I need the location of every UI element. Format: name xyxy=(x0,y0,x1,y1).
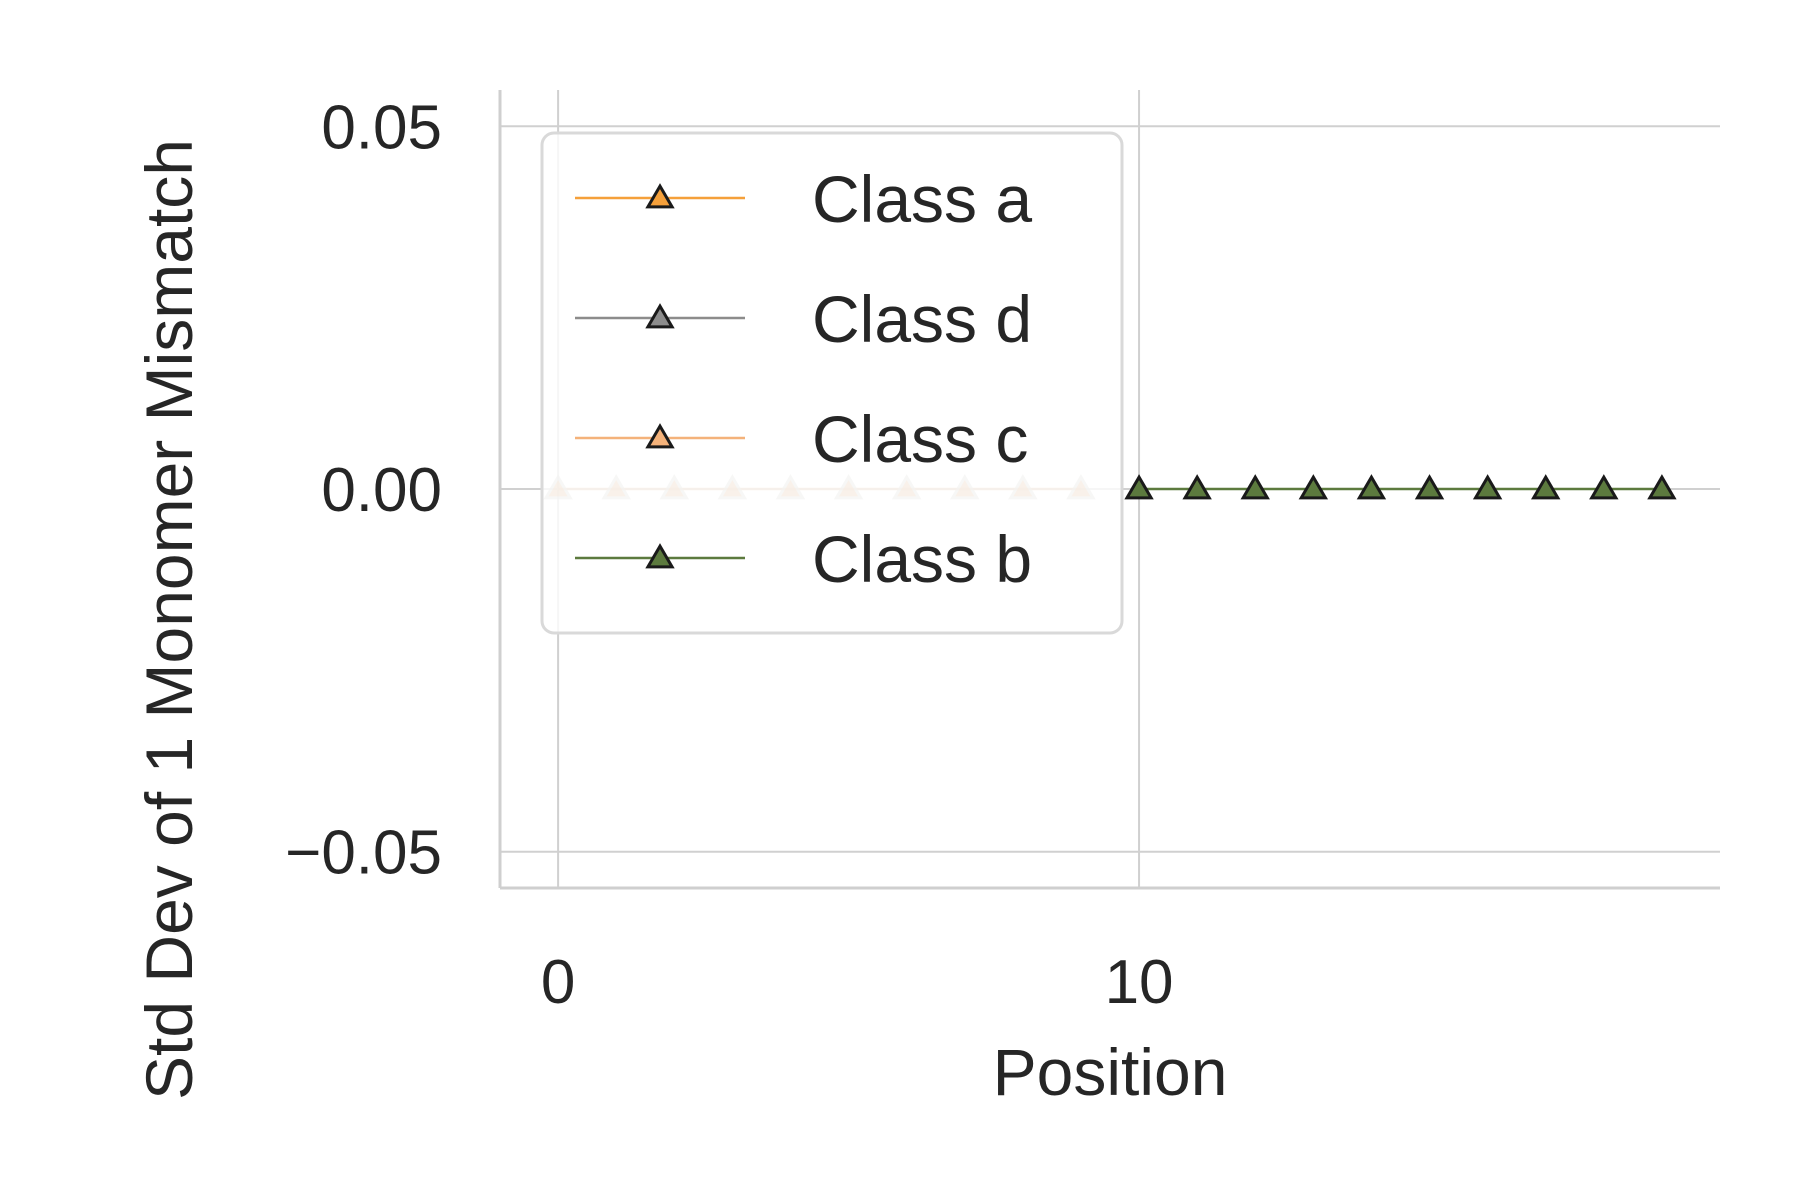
data-point xyxy=(1298,474,1329,500)
legend-marker xyxy=(645,183,675,209)
legend: Class a Class d Class c Class b xyxy=(540,131,1124,635)
data-point xyxy=(1356,474,1387,500)
data-point xyxy=(1124,474,1154,500)
y-axis-label: Std Dev of 1 Monomer Mismatch xyxy=(132,139,206,1100)
x-tick-label: 10 xyxy=(1105,948,1174,1017)
legend-item: Class d xyxy=(575,282,1032,356)
y-tick-label: −0.05 xyxy=(285,819,442,888)
legend-marker xyxy=(645,303,675,329)
legend-label: Class a xyxy=(812,162,1032,236)
y-tick-label: 0.00 xyxy=(321,456,442,525)
data-point xyxy=(1531,474,1561,500)
data-point xyxy=(1414,474,1445,500)
x-tick-label: 0 xyxy=(541,948,575,1017)
y-tick-label: 0.05 xyxy=(321,93,442,162)
legend-label: Class b xyxy=(812,522,1032,596)
legend-item: Class a xyxy=(575,162,1032,236)
x-tick-labels: 0 10 xyxy=(541,948,1174,1017)
series-class-b xyxy=(1124,474,1677,500)
legend-marker xyxy=(645,423,675,449)
data-point xyxy=(1240,474,1270,500)
data-point xyxy=(1589,474,1619,500)
data-point xyxy=(1472,474,1503,500)
data-point xyxy=(1182,474,1212,500)
legend-label: Class d xyxy=(812,282,1032,356)
legend-marker xyxy=(645,543,675,569)
legend-label: Class c xyxy=(812,402,1028,476)
legend-item: Class c xyxy=(575,402,1028,476)
legend-item: Class b xyxy=(575,522,1032,596)
axis-spines xyxy=(498,90,1720,890)
data-point xyxy=(1647,474,1677,500)
legend-frame xyxy=(540,131,1124,635)
x-axis-label: Position xyxy=(993,1035,1228,1109)
y-tick-labels: 0.05 0.00 −0.05 xyxy=(285,93,442,887)
